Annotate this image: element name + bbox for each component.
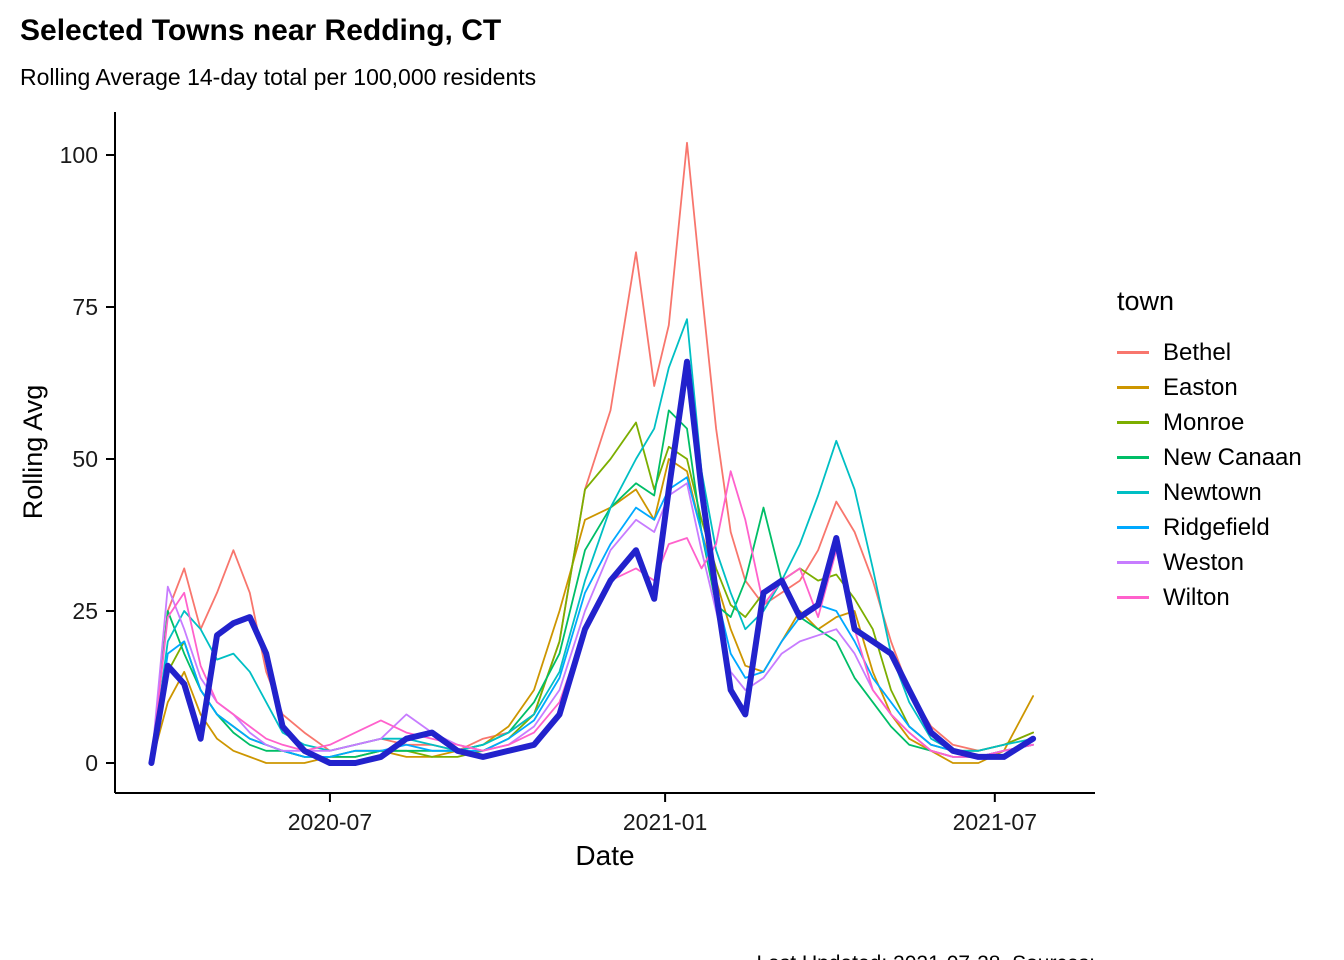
y-axis-title: Rolling Avg: [18, 384, 48, 520]
legend-item-newtown: Newtown: [1117, 475, 1302, 510]
legend-item-wilton: Wilton: [1117, 580, 1302, 615]
legend-item-label: Weston: [1163, 548, 1244, 576]
legend-key-line: [1117, 561, 1149, 564]
legend-key-line: [1117, 526, 1149, 529]
legend: town Bethel Easton Monroe New Canaan Newtown…: [1117, 286, 1302, 615]
legend-item-label: Easton: [1163, 373, 1238, 401]
series-line-weston: [150, 482, 1034, 764]
legend-item-new-canaan: New Canaan: [1117, 440, 1302, 475]
legend-item-label: Monroe: [1163, 408, 1245, 436]
legend-item-label: Bethel: [1163, 338, 1232, 366]
caption-line-1: Last Updated: 2021-07-28 Sources:: [200, 948, 1095, 960]
legend-item-label: Wilton: [1163, 583, 1230, 611]
y-tick-label: 50: [72, 446, 98, 472]
legend-key-line: [1117, 351, 1149, 354]
x-axis-title: Date: [575, 840, 635, 871]
y-tick-label: 0: [85, 750, 98, 776]
legend-item-bethel: Bethel: [1117, 335, 1302, 370]
legend-key-line: [1117, 421, 1149, 424]
legend-item-easton: Easton: [1117, 370, 1302, 405]
legend-item-label: New Canaan: [1163, 443, 1302, 471]
y-tick-label: 25: [72, 598, 98, 624]
x-tick-label: 2021-07: [953, 809, 1037, 835]
legend-item-label: Ridgefield: [1163, 513, 1270, 541]
series-line-easton: [150, 458, 1034, 764]
series-line-wilton: [150, 470, 1034, 764]
legend-key-line: [1117, 386, 1149, 389]
legend-title: town: [1117, 286, 1175, 316]
legend-key-line: [1117, 596, 1149, 599]
legend-item-weston: Weston: [1117, 545, 1302, 580]
series-line-newtown: [150, 318, 1034, 764]
chart-subtitle: Rolling Average 14-day total per 100,000…: [20, 64, 537, 90]
y-tick-label: 75: [72, 294, 98, 320]
caption: Last Updated: 2021-07-28 Sources: COVID-…: [200, 886, 1095, 960]
chart-title: Selected Towns near Redding, CT: [20, 14, 502, 47]
y-tick-label: 100: [60, 142, 98, 168]
x-tick-label: 2020-07: [288, 809, 372, 835]
legend-item-monroe: Monroe: [1117, 405, 1302, 440]
series-line-new-canaan: [150, 409, 1034, 764]
legend-item-label: Newtown: [1163, 478, 1262, 506]
x-tick-label: 2021-01: [623, 809, 707, 835]
legend-key-line: [1117, 491, 1149, 494]
series-line-highlight: [148, 358, 1037, 766]
legend-items: Bethel Easton Monroe New Canaan Newtown Ridge…: [1117, 335, 1302, 615]
legend-item-ridgefield: Ridgefield: [1117, 510, 1302, 545]
legend-key-line: [1117, 456, 1149, 459]
